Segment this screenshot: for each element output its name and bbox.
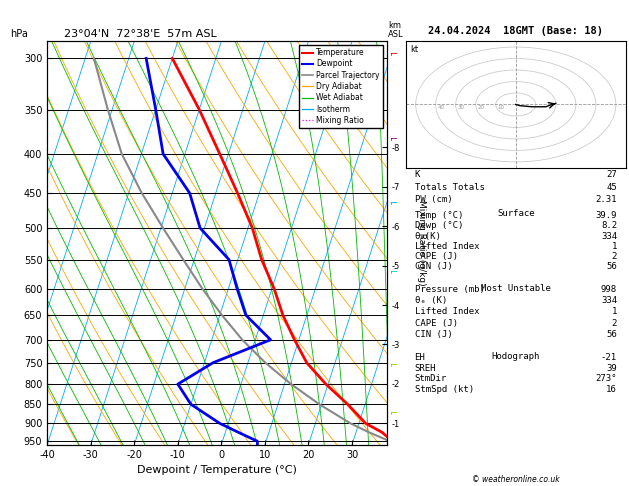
Text: ⌐: ⌐ [390, 359, 398, 369]
Text: Dewp (°C): Dewp (°C) [415, 221, 463, 230]
Text: 1: 1 [611, 242, 617, 251]
Text: Most Unstable: Most Unstable [481, 284, 551, 293]
Text: EH: EH [415, 353, 425, 363]
Text: km
ASL: km ASL [388, 21, 404, 39]
Text: 27: 27 [606, 171, 617, 179]
Text: 30: 30 [458, 105, 465, 110]
Text: 2: 2 [611, 319, 617, 328]
Text: PW (cm): PW (cm) [415, 195, 452, 204]
Text: Lifted Index: Lifted Index [415, 308, 479, 316]
Text: Lifted Index: Lifted Index [415, 242, 479, 251]
Text: CAPE (J): CAPE (J) [415, 319, 457, 328]
Text: StmDir: StmDir [415, 375, 447, 383]
Text: K: K [415, 171, 420, 179]
Text: 16: 16 [606, 385, 617, 394]
Text: ⌐: ⌐ [390, 133, 398, 143]
Text: 10: 10 [498, 105, 504, 110]
Text: Hodograph: Hodograph [492, 351, 540, 361]
Text: CAPE (J): CAPE (J) [415, 252, 457, 261]
Text: ⌐: ⌐ [390, 49, 398, 58]
Text: StmSpd (kt): StmSpd (kt) [415, 385, 474, 394]
Text: -21: -21 [601, 353, 617, 363]
X-axis label: Dewpoint / Temperature (°C): Dewpoint / Temperature (°C) [137, 465, 297, 475]
Text: Mixing Ratio (g/kg): Mixing Ratio (g/kg) [417, 200, 426, 286]
Text: 2.31: 2.31 [596, 195, 617, 204]
Legend: Temperature, Dewpoint, Parcel Trajectory, Dry Adiabat, Wet Adiabat, Isotherm, Mi: Temperature, Dewpoint, Parcel Trajectory… [299, 45, 383, 128]
Text: SREH: SREH [415, 364, 436, 373]
Text: hPa: hPa [10, 29, 28, 39]
Text: 24.04.2024  18GMT (Base: 18): 24.04.2024 18GMT (Base: 18) [428, 26, 603, 36]
Text: 334: 334 [601, 231, 617, 241]
Text: Pressure (mb): Pressure (mb) [415, 285, 484, 294]
Text: θₑ(K): θₑ(K) [415, 231, 442, 241]
Text: 1: 1 [611, 308, 617, 316]
Text: 45: 45 [606, 183, 617, 191]
Text: 23°04'N  72°38'E  57m ASL: 23°04'N 72°38'E 57m ASL [64, 29, 217, 39]
Text: CIN (J): CIN (J) [415, 330, 452, 339]
Text: 56: 56 [606, 330, 617, 339]
Text: CIN (J): CIN (J) [415, 262, 452, 271]
Text: ⌐: ⌐ [390, 266, 398, 276]
Text: ⌐: ⌐ [390, 198, 398, 208]
Text: 334: 334 [601, 296, 617, 305]
Text: 8.2: 8.2 [601, 221, 617, 230]
Text: ⌐: ⌐ [390, 407, 398, 417]
Text: 998: 998 [601, 285, 617, 294]
Text: 39.9: 39.9 [596, 211, 617, 220]
Text: 2: 2 [611, 252, 617, 261]
Text: © weatheronline.co.uk: © weatheronline.co.uk [472, 474, 560, 484]
Text: 40: 40 [438, 105, 445, 110]
Text: kt: kt [410, 45, 418, 54]
Text: 273°: 273° [596, 375, 617, 383]
Text: θₑ (K): θₑ (K) [415, 296, 447, 305]
Text: 56: 56 [606, 262, 617, 271]
Text: Totals Totals: Totals Totals [415, 183, 484, 191]
Text: 39: 39 [606, 364, 617, 373]
Text: Surface: Surface [497, 209, 535, 218]
Text: Temp (°C): Temp (°C) [415, 211, 463, 220]
Text: 20: 20 [478, 105, 485, 110]
